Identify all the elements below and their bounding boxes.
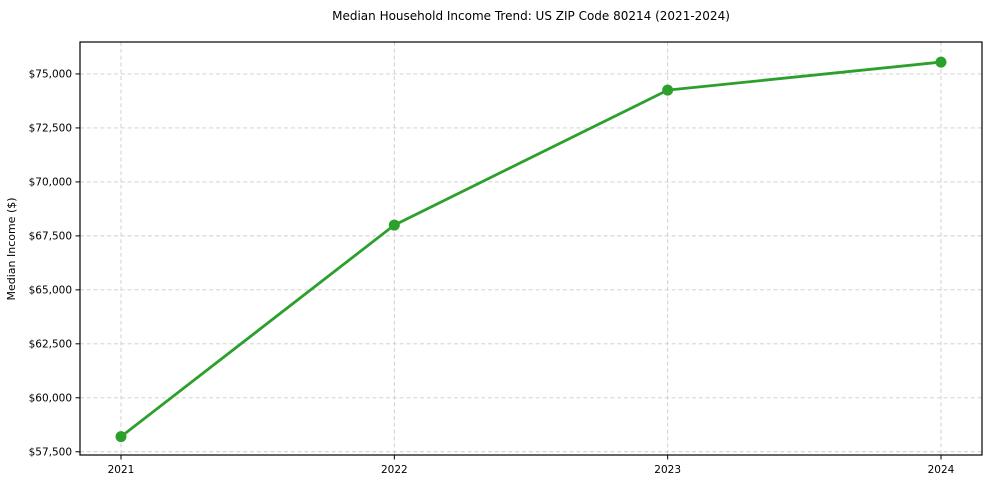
data-point-2021 <box>115 431 127 443</box>
y-tick-label: $72,500 <box>29 123 72 135</box>
x-tick-label: 2024 <box>928 464 955 476</box>
x-tick-label: 2022 <box>381 464 408 476</box>
y-tick-label: $57,500 <box>29 446 72 458</box>
y-axis-label: Median Income ($) <box>5 197 18 300</box>
plot-border <box>79 41 983 456</box>
x-tick-label: 2021 <box>108 464 135 476</box>
y-tick-label: $60,000 <box>29 392 72 404</box>
y-tick-label: $65,000 <box>29 284 72 296</box>
chart-title: Median Household Income Trend: US ZIP Co… <box>332 9 730 23</box>
y-tick-label: $67,500 <box>29 230 72 242</box>
axes-layer: $57,500 $60,000 $62,500 $65,000 $67,500 $70,0… <box>29 41 983 476</box>
x-tick-label: 2023 <box>654 464 681 476</box>
trend-line <box>119 60 943 439</box>
data-point-2022 <box>388 219 400 231</box>
data-point-2024 <box>935 56 947 68</box>
y-tick-label: $75,000 <box>29 69 72 81</box>
y-tick-label: $70,000 <box>29 176 72 188</box>
series-layer <box>115 56 947 443</box>
y-tick-label: $62,500 <box>29 338 72 350</box>
grid-layer <box>80 42 982 455</box>
data-point-2023 <box>662 84 674 96</box>
